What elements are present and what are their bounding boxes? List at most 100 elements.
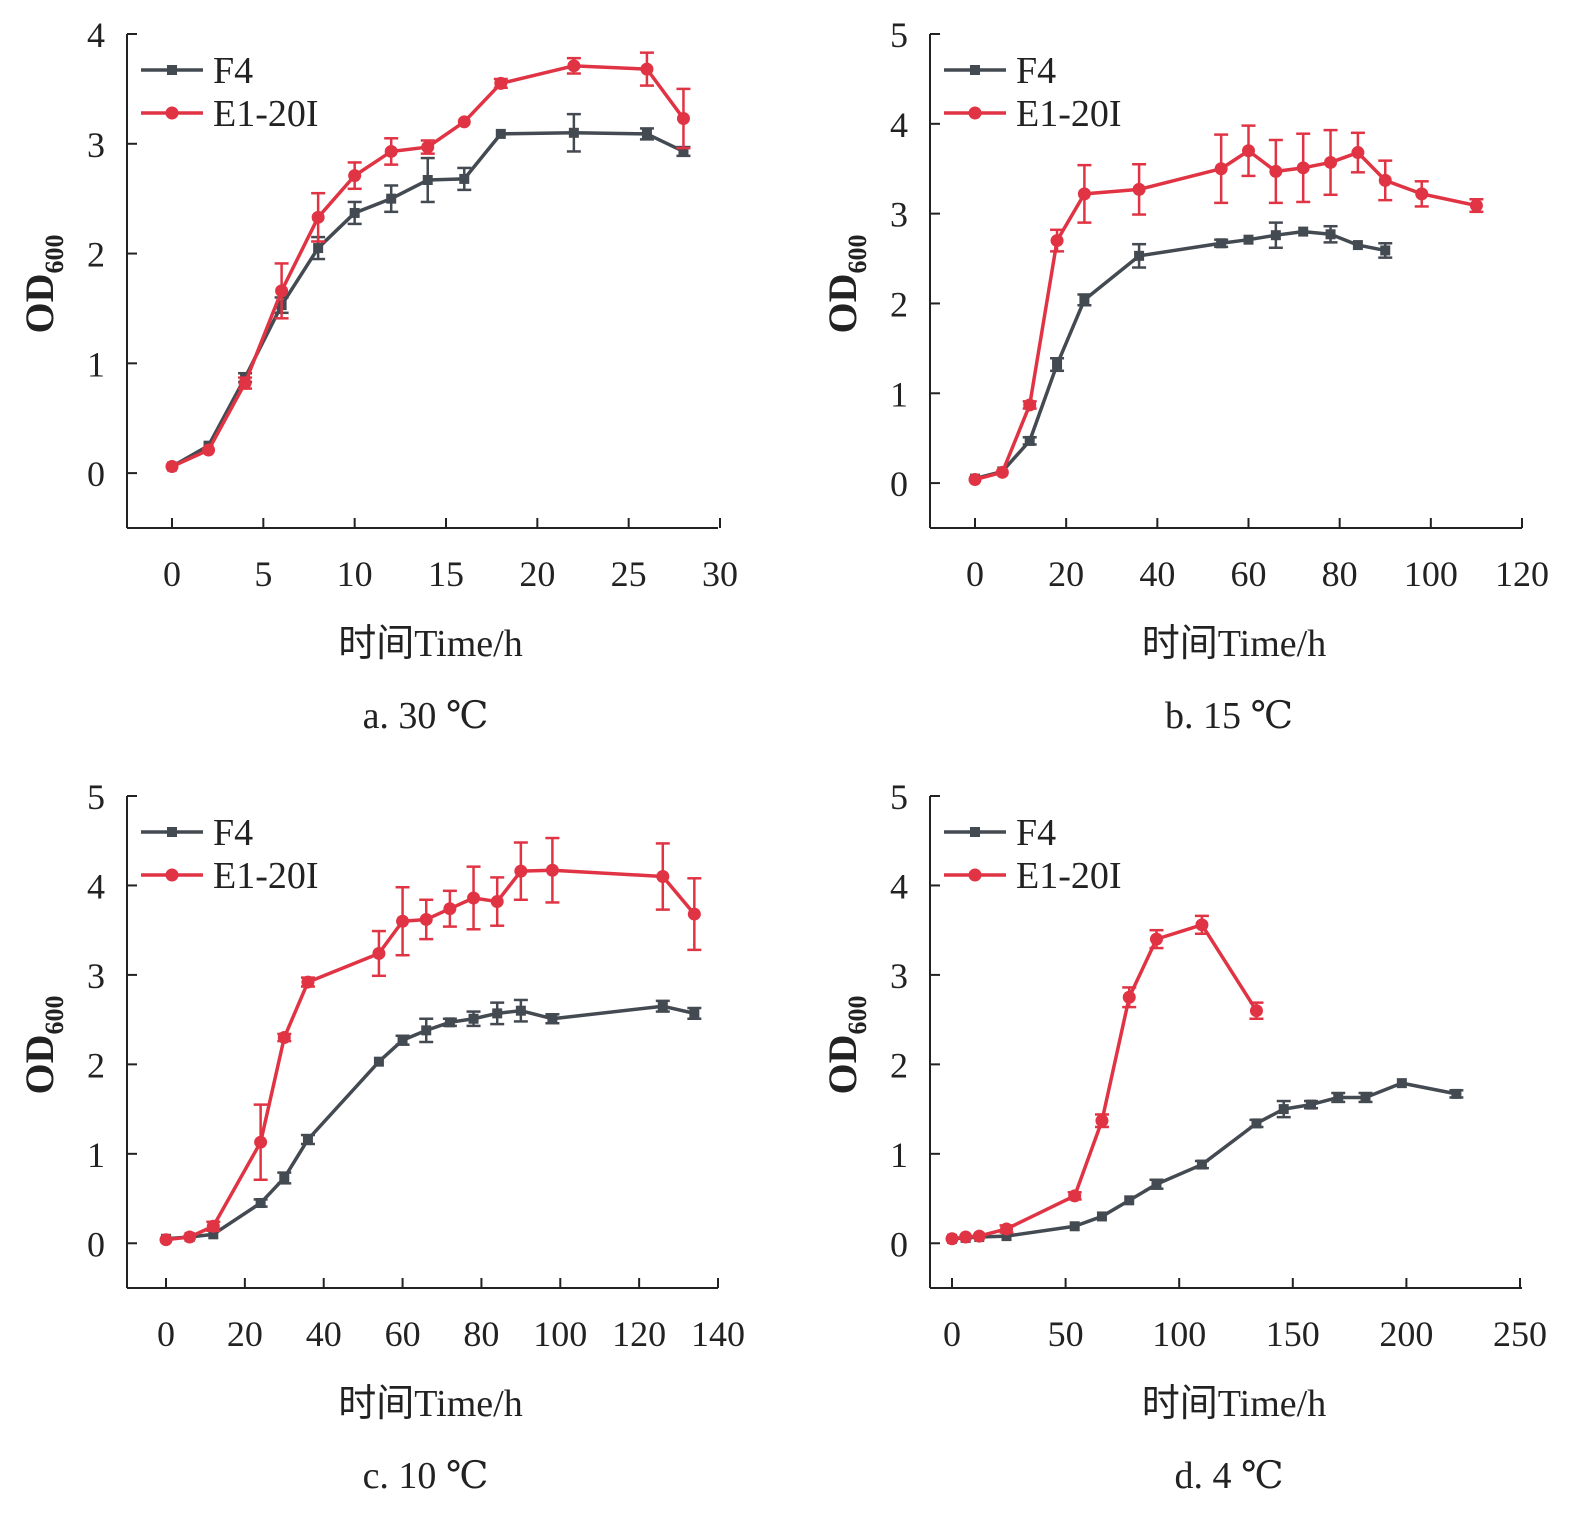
data-point-E1-20I [494,76,508,90]
data-point-E1-20I [514,864,528,878]
data-point-E1-20I [1149,932,1163,946]
x-tick-label: 0 [163,554,181,594]
chart-panel-1: 0 1 2 3 4 5 0 20 40 60 80 100 120 时间Time/h b. 15 ℃ OD60… [820,15,1549,737]
y-tick-label: 5 [890,777,908,817]
panel-caption: b. 15 ℃ [1165,695,1293,737]
data-point-E1-20I [1050,234,1064,248]
data-point-E1-20I [1296,161,1310,175]
legend-marker-E1-20I [968,868,982,882]
data-point-F4 [279,1172,290,1183]
data-point-E1-20I [972,1229,986,1243]
data-point-E1-20I [384,144,398,158]
x-tick-label: 60 [1231,554,1267,594]
y-tick-label: 3 [890,195,908,235]
data-point-F4 [1333,1092,1344,1103]
data-point-F4 [1325,229,1336,240]
x-tick-label: 15 [428,554,464,594]
x-tick-label: 20 [519,554,555,594]
data-point-E1-20I [254,1135,268,1149]
y-tick-label: 0 [890,464,908,504]
data-point-F4 [1069,1221,1080,1232]
data-point-E1-20I [301,975,315,989]
chart-panel-2: 0 1 2 3 4 5 0 20 40 60 80 100 120 140 时间Time/h c. 10 ℃ O… [17,777,745,1497]
data-point-F4 [1024,435,1035,446]
data-point-E1-20I [183,1230,197,1244]
panel-caption: a. 30 ℃ [363,695,489,737]
x-tick-label: 0 [943,1314,961,1354]
y-tick-label: 5 [87,777,105,817]
data-point-F4 [373,1056,384,1067]
data-point-E1-20I [1077,187,1091,201]
y-tick-label: 4 [890,105,908,145]
data-point-E1-20I [1095,1114,1109,1128]
y-axis-title-main: OD [820,274,865,334]
data-point-F4 [1360,1092,1371,1103]
y-tick-label: 0 [87,454,105,494]
x-tick-label: 80 [1322,554,1358,594]
data-point-E1-20I [1195,918,1209,932]
x-tick-label: 40 [306,1314,342,1354]
data-point-F4 [1151,1179,1162,1190]
data-point-F4 [1396,1078,1407,1089]
data-point-E1-20I [419,912,433,926]
x-tick-label: 30 [702,554,738,594]
data-point-F4 [1352,240,1363,251]
series-line-E1-20I [165,868,696,1242]
data-point-E1-20I [1269,164,1283,178]
data-point-E1-20I [968,472,982,486]
data-point-E1-20I [1214,162,1228,176]
x-tick-label: 25 [611,554,647,594]
data-point-E1-20I [656,870,670,884]
legend-marker-F4 [970,65,980,75]
data-point-E1-20I [1122,990,1136,1004]
x-tick-label: 80 [463,1314,499,1354]
data-point-F4 [1124,1195,1135,1206]
x-axis-title: 时间Time/h [338,1383,522,1425]
data-point-E1-20I [1415,187,1429,201]
data-point-F4 [1251,1118,1262,1129]
y-axis-title-sub: 600 [40,996,69,1035]
x-tick-label: 120 [1495,554,1549,594]
data-point-E1-20I [206,1219,220,1233]
data-point-F4 [1134,250,1145,261]
data-point-F4 [1451,1088,1462,1099]
y-tick-label: 1 [890,374,908,414]
y-axis-title-main: OD [17,274,62,334]
data-point-F4 [1052,359,1063,370]
x-axis-title: 时间Time/h [338,623,522,665]
data-point-F4 [349,207,360,218]
chart-panel-0: 0 1 2 3 4 0 5 10 15 20 25 30 时间Time/h a. 30 ℃ OD600 F4E… [17,15,738,737]
data-point-E1-20I [1023,398,1037,412]
data-point-F4 [313,243,324,254]
data-point-E1-20I [676,112,690,126]
y-axis-title-main: OD [820,1035,865,1095]
x-tick-label: 20 [1048,554,1084,594]
series-line-F4 [165,1004,695,1241]
x-tick-label: 120 [612,1314,666,1354]
series-F4 [161,998,702,1244]
data-point-E1-20I [1249,1004,1263,1018]
data-point-E1-20I [959,1230,973,1244]
data-point-F4 [657,1001,668,1012]
series-F4 [947,1078,1464,1244]
x-tick-label: 140 [691,1314,745,1354]
x-tick-label: 10 [337,554,373,594]
series-line-F4 [951,1081,1457,1241]
data-point-F4 [495,128,506,139]
data-point-E1-20I [443,902,457,916]
data-point-F4 [1278,1104,1289,1115]
panel-caption: d. 4 ℃ [1174,1455,1283,1497]
y-tick-label: 3 [890,956,908,996]
y-tick-label: 1 [890,1135,908,1175]
data-point-E1-20I [1469,199,1483,213]
data-point-E1-20I [1242,144,1255,158]
y-tick-label: 4 [87,866,105,906]
data-point-F4 [515,1005,526,1016]
legend-label: E1-20I [1016,93,1122,135]
data-point-E1-20I [1068,1189,1082,1203]
data-point-E1-20I [421,140,435,154]
data-point-E1-20I [275,284,289,298]
y-tick-label: 0 [890,1224,908,1264]
x-tick-label: 100 [533,1314,587,1354]
